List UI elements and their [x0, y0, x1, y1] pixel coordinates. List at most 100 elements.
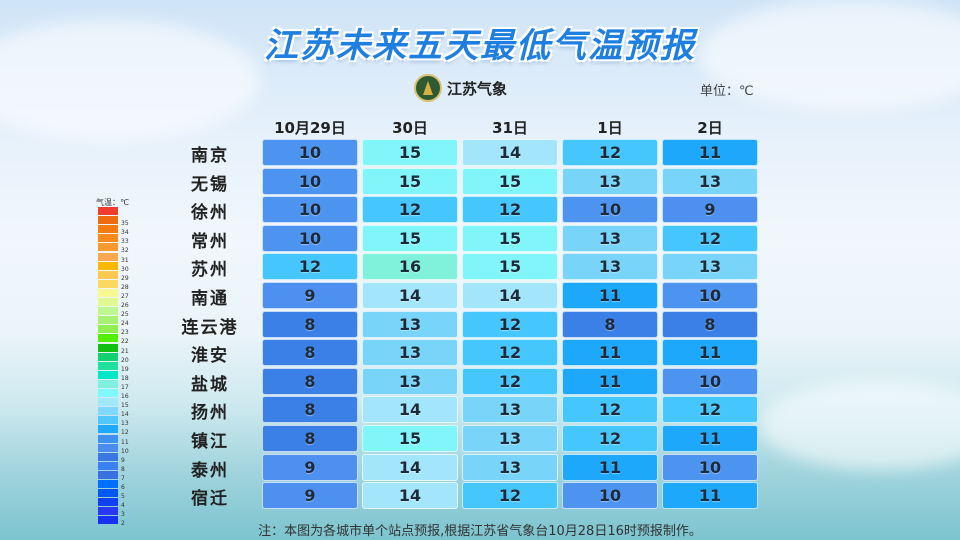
temperature-cell: 8	[262, 425, 358, 452]
temperature-cell: 8	[262, 339, 358, 367]
temperature-cell: 12	[462, 310, 558, 338]
legend-label: 32	[121, 247, 129, 255]
legend-swatch	[98, 234, 118, 243]
date-header: 2日	[697, 119, 723, 137]
legend-swatch	[98, 434, 118, 443]
logo-text: 江苏气象	[447, 79, 508, 98]
temperature-cell: 12	[462, 339, 558, 367]
legend-swatch	[98, 480, 118, 488]
temperature-cell: 9	[662, 196, 758, 224]
temperature-cell: 10	[662, 453, 758, 481]
temperature-cell: 14	[362, 453, 458, 481]
city-label: 宿迁	[191, 489, 229, 510]
temperature-cell: 12	[562, 396, 658, 424]
unit-label: 单位：℃	[700, 84, 754, 99]
temperature-cell: 15	[462, 253, 558, 281]
temperature-cell: 15	[462, 224, 558, 252]
temperature-cell: 8	[262, 310, 358, 338]
legend-label: 23	[121, 329, 129, 337]
legend-label: 16	[121, 393, 129, 400]
temperature-cell: 13	[362, 339, 458, 367]
legend-label: 14	[121, 411, 129, 419]
temperature-cell: 13	[562, 224, 658, 252]
temperature-cell: 10	[262, 167, 358, 195]
temperature-cell: 15	[362, 224, 458, 252]
temperature-cell: 8	[262, 396, 358, 424]
city-label: 淮安	[191, 346, 229, 367]
temperature-cell: 14	[362, 396, 458, 424]
legend-label: 3	[121, 511, 125, 519]
legend-swatch	[98, 389, 118, 397]
legend-swatch	[98, 407, 118, 416]
temperature-cell: 14	[462, 282, 558, 309]
city-label: 南通	[191, 289, 229, 309]
date-header: 1日	[597, 119, 623, 137]
temperature-cell: 12	[462, 196, 558, 224]
temperature-cell: 12	[462, 482, 558, 510]
legend-label: 7	[121, 474, 125, 482]
temperature-cell: 11	[662, 339, 758, 367]
legend-swatch	[98, 398, 118, 407]
temperature-cell: 13	[462, 453, 558, 481]
temperature-cell: 12	[362, 196, 458, 224]
logo: 江苏气象	[414, 74, 507, 102]
legend-label: 35	[121, 220, 129, 228]
temperature-cell: 15	[462, 167, 558, 195]
temperature-cell: 12	[562, 425, 658, 452]
date-header: 10月29日	[274, 119, 346, 137]
legend-swatch	[98, 316, 118, 325]
legend-title: 气温：℃	[96, 198, 129, 207]
legend-label: 34	[121, 229, 129, 237]
date-header: 31日	[492, 119, 528, 137]
legend-label: 21	[121, 347, 129, 355]
page-title: 江苏未来五天最低气温预报	[264, 26, 696, 66]
temperature-cell: 10	[562, 482, 658, 510]
temperature-cell: 12	[662, 224, 758, 252]
temperature-cell: 16	[362, 253, 458, 281]
legend-label: 25	[121, 311, 129, 319]
legend-label: 31	[121, 256, 129, 264]
legend-label: 2	[121, 520, 125, 528]
legend-swatch	[98, 279, 118, 288]
legend-label: 18	[121, 374, 129, 382]
legend-label: 30	[121, 265, 129, 273]
temperature-cell: 11	[662, 482, 758, 510]
temperature-cell: 14	[362, 482, 458, 510]
city-label: 扬州	[191, 403, 229, 424]
temperature-cell: 10	[562, 196, 658, 224]
legend-label: 13	[121, 420, 129, 428]
temperature-cell: 9	[262, 453, 358, 481]
legend-label: 27	[121, 292, 129, 300]
city-label: 徐州	[191, 203, 229, 224]
legend-swatch	[98, 416, 118, 425]
temperature-cell: 10	[262, 139, 358, 166]
legend-swatch	[98, 307, 118, 316]
temperature-cell: 11	[562, 339, 658, 367]
temperature-cell: 10	[262, 196, 358, 224]
legend-swatch	[98, 288, 118, 297]
temperature-cell: 13	[362, 367, 458, 395]
temperature-cell: 9	[262, 282, 358, 309]
temperature-cell: 12	[462, 367, 558, 395]
cloud-decoration	[0, 20, 260, 140]
temperature-cell: 11	[562, 367, 658, 395]
temperature-cell: 13	[562, 167, 658, 195]
legend-swatch	[98, 461, 118, 470]
date-header: 30日	[392, 119, 428, 137]
legend-label: 20	[121, 356, 129, 364]
legend-label: 4	[121, 502, 125, 510]
legend-swatch	[98, 507, 118, 516]
legend-swatch	[98, 334, 118, 343]
city-label: 常州	[191, 231, 229, 252]
temperature-cell: 15	[362, 139, 458, 166]
temperature-cell: 13	[562, 253, 658, 281]
legend-swatch	[98, 470, 118, 479]
legend-swatch	[98, 425, 118, 434]
legend-swatch	[98, 343, 118, 352]
legend-swatch	[98, 352, 118, 361]
legend-swatch	[98, 370, 118, 379]
legend-label: 17	[121, 383, 129, 391]
temperature-cell: 13	[662, 253, 758, 281]
legend-label: 33	[121, 238, 129, 246]
temperature-cell: 11	[662, 139, 758, 166]
